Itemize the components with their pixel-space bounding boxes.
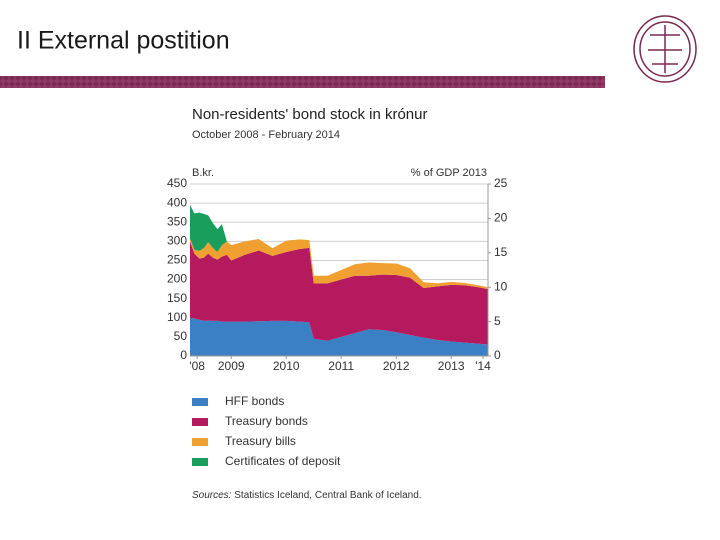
legend-label: Treasury bonds <box>225 414 308 428</box>
y2-tick-label: 20 <box>494 211 508 225</box>
legend-swatch <box>192 458 208 466</box>
x-tick-label: '08 <box>189 359 205 373</box>
chart-subtitle: October 2008 - February 2014 <box>192 129 340 141</box>
legend-swatch <box>192 418 208 426</box>
x-tick-label: 2012 <box>383 359 410 373</box>
y-tick-label: 100 <box>167 310 187 324</box>
sources-text: Statistics Iceland, Central Bank of Icel… <box>234 490 421 501</box>
x-tick-label: 2011 <box>328 359 354 373</box>
area <box>190 241 488 345</box>
y2-axis-label: % of GDP 2013 <box>411 167 487 179</box>
area <box>190 238 488 290</box>
x-tick-label: '14 <box>475 359 491 373</box>
y2-tick-label: 15 <box>494 245 508 259</box>
y2-tick-label: 5 <box>494 314 501 328</box>
y-tick-label: 50 <box>174 329 188 343</box>
x-tick-label: 2010 <box>273 359 300 373</box>
banner <box>0 76 605 88</box>
logo <box>633 15 697 83</box>
legend-swatch <box>192 398 208 406</box>
y-tick-label: 450 <box>167 176 187 190</box>
x-tick-label: 2013 <box>438 359 465 373</box>
sources-label: Sources: <box>192 490 232 501</box>
y-tick-label: 400 <box>167 195 187 209</box>
legend-swatch <box>192 438 208 446</box>
y2-tick-label: 0 <box>494 348 501 362</box>
y-tick-label: 300 <box>167 234 187 248</box>
y-tick-label: 250 <box>167 253 187 267</box>
y-tick-label: 200 <box>167 272 187 286</box>
legend-label: Certificates of deposit <box>225 454 341 468</box>
area <box>190 317 488 356</box>
x-tick-label: 2009 <box>218 359 245 373</box>
chart-title: Non-residents' bond stock in krónur <box>192 106 427 123</box>
slide-title: II External postition <box>17 27 230 55</box>
y2-tick-label: 25 <box>494 176 508 190</box>
y2-tick-label: 10 <box>494 279 508 293</box>
legend-label: HFF bonds <box>225 394 284 408</box>
sources: Sources: Statistics Iceland, Central Ban… <box>192 490 422 501</box>
y-tick-label: 350 <box>167 214 187 228</box>
y-tick-label: 150 <box>167 291 187 305</box>
legend-label: Treasury bills <box>225 434 296 448</box>
y-axis-label: B.kr. <box>192 167 214 179</box>
y-tick-label: 0 <box>180 348 187 362</box>
